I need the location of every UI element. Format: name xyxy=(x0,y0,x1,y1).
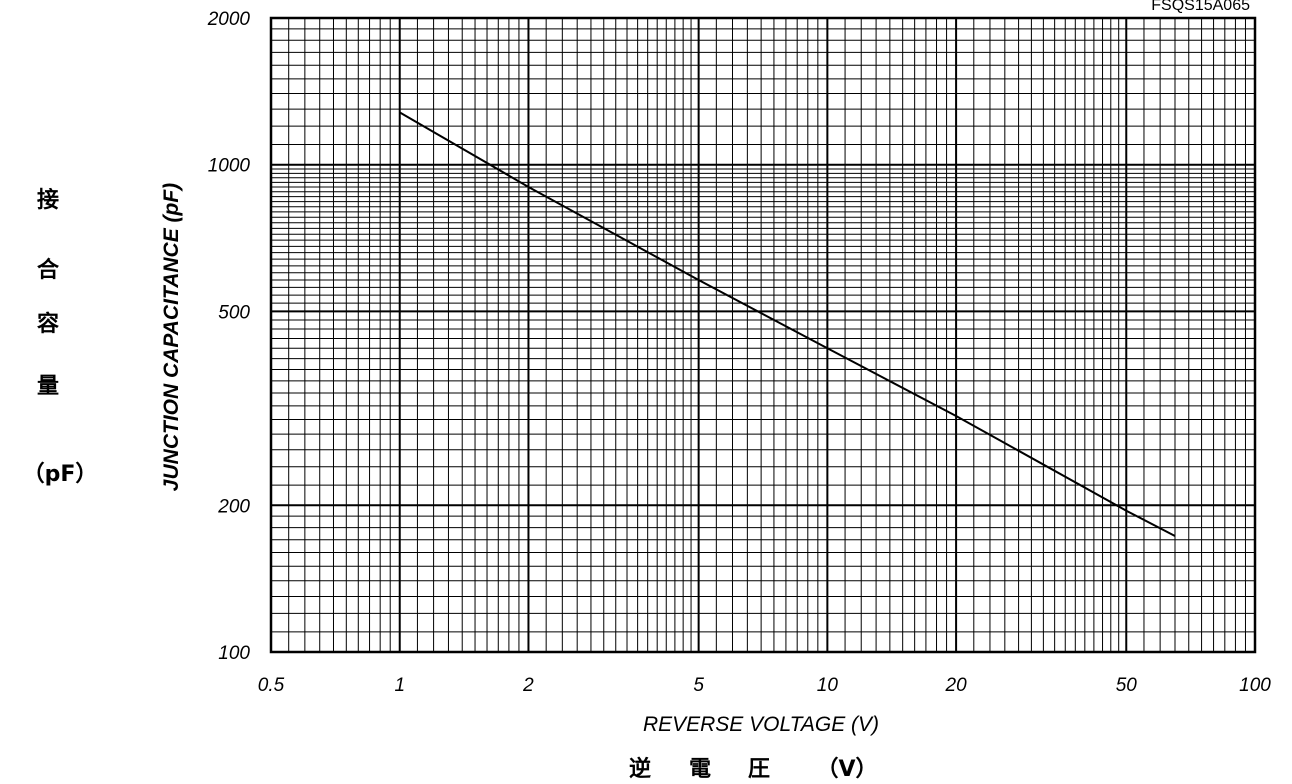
x-tick-label: 10 xyxy=(817,675,839,696)
x-tick-label: 2 xyxy=(522,675,534,696)
y-axis-title: JUNCTION CAPACITANCE (pF) xyxy=(160,183,183,491)
y-axis-jp-unit: （pF） xyxy=(23,462,98,487)
y-axis-jp-char: 合 xyxy=(37,257,60,283)
y-tick-label: 500 xyxy=(218,302,250,323)
x-axis-jp-char: 逆 xyxy=(629,756,651,782)
y-axis-jp-char: 接 xyxy=(37,188,59,213)
y-axis-jp-char: 容 xyxy=(37,311,59,337)
y-tick-label: 100 xyxy=(218,643,250,664)
series-line xyxy=(399,111,1176,537)
x-tick-label: 1 xyxy=(394,675,405,696)
x-tick-label: 20 xyxy=(945,675,968,696)
x-axis-title: REVERSE VOLTAGE (V) xyxy=(643,713,879,736)
y-tick-label: 1000 xyxy=(208,156,251,177)
x-tick-label: 5 xyxy=(693,675,704,696)
grid xyxy=(269,16,1257,654)
y-tick-label: 200 xyxy=(217,496,250,517)
tick-labels: 0.5 1 2 5 10 20 50 100 100 200 500 1000 2000 xyxy=(207,9,1272,696)
y-tick-label: 2000 xyxy=(207,9,251,30)
x-tick-label: 50 xyxy=(1116,675,1138,696)
plot-frame xyxy=(269,16,1257,654)
x-axis-title-jp: 逆 電 圧 （V） xyxy=(629,756,878,782)
x-tick-label: 100 xyxy=(1239,675,1271,696)
x-axis-jp-char: 電 xyxy=(689,757,711,782)
y-axis-jp-char: 量 xyxy=(37,374,59,399)
part-number: FSQS15A065 xyxy=(1151,0,1250,14)
x-tick-label: 0.5 xyxy=(258,675,285,696)
x-axis-jp-char: 圧 xyxy=(748,757,770,782)
x-axis-jp-unit: （V） xyxy=(816,757,877,782)
series-layer xyxy=(399,111,1176,537)
y-axis-title-jp: 接 合 容 量 （pF） xyxy=(23,188,98,487)
